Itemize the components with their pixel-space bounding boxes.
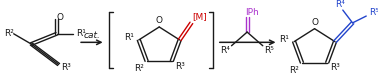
Text: R¹: R¹ [76,29,86,38]
Text: R³: R³ [330,63,340,72]
Text: R⁵: R⁵ [369,8,378,17]
Text: cat.: cat. [84,31,100,40]
Text: [M]: [M] [192,12,206,21]
Text: R¹: R¹ [279,35,289,44]
Text: O: O [311,18,318,27]
Text: R¹: R¹ [124,33,134,42]
Text: R⁴: R⁴ [220,46,229,55]
Text: R⁵: R⁵ [264,46,274,55]
Text: R³: R³ [62,63,71,72]
Text: R⁴: R⁴ [335,0,345,9]
Text: R²: R² [134,64,144,73]
Text: O: O [156,16,163,26]
Text: R²: R² [4,29,14,38]
Text: O: O [56,13,63,22]
Text: R³: R³ [175,62,184,71]
Text: R²: R² [289,66,299,75]
Text: IPh: IPh [245,8,259,17]
